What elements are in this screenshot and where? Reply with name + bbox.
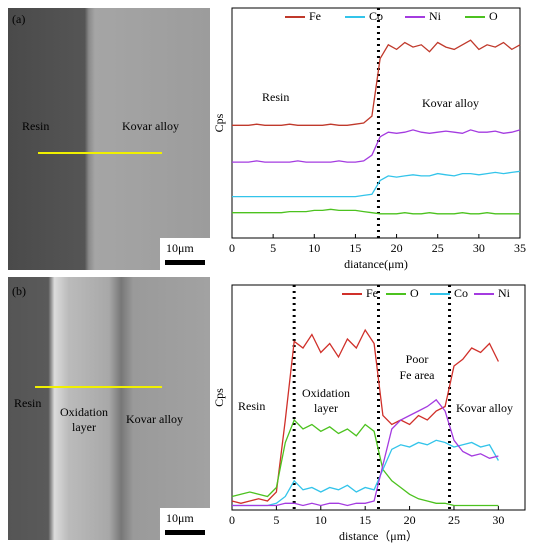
- image-label: Kovar alloy: [126, 412, 183, 426]
- x-tick-label: 15: [359, 513, 371, 527]
- image-label: Kovar alloy: [122, 119, 179, 133]
- x-tick-label: 0: [229, 241, 235, 255]
- legend-label: Fe: [366, 286, 378, 300]
- series-line: [232, 439, 499, 507]
- x-tick-label: 35: [514, 241, 526, 255]
- series-line: [232, 170, 521, 198]
- annotation: Fe area: [400, 368, 436, 382]
- sem-image: [8, 8, 210, 270]
- series-line: [231, 328, 499, 504]
- scale-label: 10μm: [166, 511, 194, 525]
- x-tick-label: 10: [315, 513, 327, 527]
- annotation: layer: [314, 401, 338, 415]
- x-tick-label: 25: [448, 513, 460, 527]
- x-tick-label: 5: [273, 513, 279, 527]
- x-tick-label: 30: [473, 241, 485, 255]
- image-label: Oxidation: [60, 405, 108, 419]
- x-tick-label: 0: [229, 513, 235, 527]
- series-line: [231, 418, 499, 507]
- annotation: Poor: [406, 352, 429, 366]
- x-tick-label: 10: [308, 241, 320, 255]
- legend-label: Ni: [498, 286, 511, 300]
- image-label: layer: [72, 420, 96, 434]
- y-axis-label: Cps: [212, 388, 226, 407]
- annotation: Oxidation: [302, 386, 350, 400]
- x-tick-label: 20: [404, 513, 416, 527]
- x-tick-label: 15: [349, 241, 361, 255]
- x-axis-label: diatance(μm): [344, 257, 408, 271]
- legend-label: Fe: [309, 9, 321, 23]
- image-label: Resin: [14, 396, 41, 410]
- legend-label: Co: [369, 9, 383, 23]
- x-tick-label: 5: [270, 241, 276, 255]
- annotation: Resin: [262, 90, 289, 104]
- scale-bar: [165, 530, 205, 535]
- series-line: [232, 129, 521, 163]
- scale-bar: [165, 260, 205, 265]
- x-tick-label: 20: [391, 241, 403, 255]
- legend-label: Co: [454, 286, 468, 300]
- x-tick-label: 30: [492, 513, 504, 527]
- y-axis-label: Cps: [212, 113, 226, 132]
- legend-label: O: [410, 286, 419, 300]
- legend-label: Ni: [429, 9, 442, 23]
- plot-frame: [231, 284, 526, 511]
- scale-label: 10μm: [166, 241, 194, 255]
- x-tick-label: 25: [432, 241, 444, 255]
- annotation: Kovar alloy: [422, 96, 479, 110]
- sem-image: [8, 277, 210, 540]
- legend-label: O: [489, 9, 498, 23]
- panel-label: (b): [12, 284, 26, 298]
- plot-frame: [231, 7, 521, 239]
- series-line: [232, 208, 520, 215]
- series-line: [232, 398, 499, 507]
- series-line: [232, 39, 521, 126]
- image-label: Resin: [22, 119, 49, 133]
- panel-label: (a): [12, 12, 25, 26]
- x-axis-label: distance（μm）: [339, 529, 418, 543]
- annotation: Kovar alloy: [456, 401, 513, 415]
- annotation: Resin: [238, 399, 265, 413]
